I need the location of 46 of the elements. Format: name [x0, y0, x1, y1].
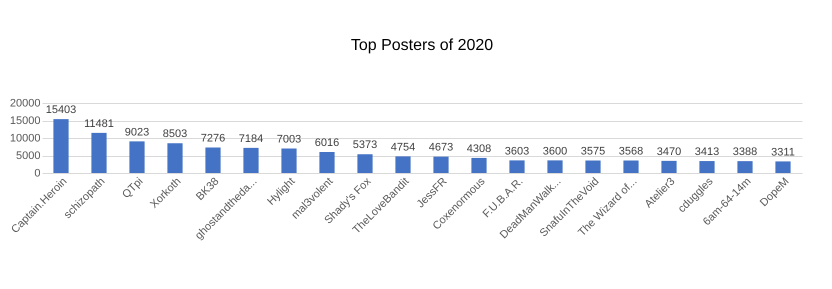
data-label: 8503	[162, 128, 188, 140]
data-label: 3603	[504, 145, 530, 158]
data-label: 9023	[124, 126, 150, 138]
bar	[661, 160, 677, 173]
bar	[205, 148, 221, 173]
bar	[53, 119, 69, 173]
bar	[395, 156, 411, 173]
data-label: 3388	[732, 146, 758, 158]
data-label: 3568	[618, 146, 644, 158]
y-tick-label: 5000	[16, 150, 40, 162]
bar	[357, 154, 373, 173]
bar	[509, 160, 525, 173]
data-label: 5373	[352, 139, 378, 152]
y-tick-label: 15000	[10, 115, 40, 127]
data-label: 7003	[276, 133, 302, 146]
bar	[129, 141, 145, 173]
bar	[699, 161, 715, 173]
data-label: 6016	[314, 136, 340, 149]
bar	[775, 161, 791, 173]
data-label: 7184	[238, 132, 264, 145]
data-label: 4673	[428, 142, 454, 154]
y-tick-label: 0	[34, 168, 40, 180]
bar	[623, 160, 639, 173]
data-label: 11481	[84, 118, 114, 130]
data-label: 7276	[200, 132, 226, 145]
data-label: 3413	[694, 146, 720, 158]
data-label: 3600	[542, 145, 568, 158]
bar	[281, 148, 297, 173]
data-label: 3311	[771, 146, 795, 158]
bar	[167, 143, 183, 173]
bar	[319, 152, 335, 173]
data-label: 4754	[390, 141, 416, 154]
bar	[471, 158, 487, 173]
bar	[433, 156, 449, 173]
bar	[243, 148, 259, 173]
bar	[91, 132, 107, 173]
bar	[547, 160, 563, 173]
bar	[737, 161, 753, 173]
data-label: 15403	[46, 104, 76, 116]
chart-title: Top Posters of 2020	[350, 37, 494, 54]
bar	[585, 160, 601, 173]
data-label: 3575	[580, 145, 606, 158]
y-tick-label: 10000	[10, 132, 40, 144]
y-tick-label: 20000	[10, 98, 40, 110]
data-label: 3470	[656, 146, 682, 158]
data-label: 4308	[466, 142, 492, 155]
